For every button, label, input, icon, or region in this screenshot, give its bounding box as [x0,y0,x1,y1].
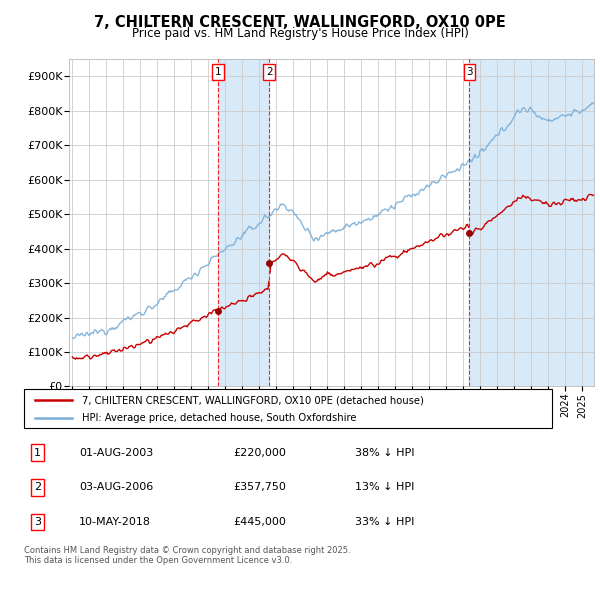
Text: 2: 2 [266,67,272,77]
FancyBboxPatch shape [24,389,552,428]
Text: 3: 3 [34,517,41,527]
Text: 7, CHILTERN CRESCENT, WALLINGFORD, OX10 0PE: 7, CHILTERN CRESCENT, WALLINGFORD, OX10 … [94,15,506,30]
Text: 2: 2 [34,483,41,493]
Text: 10-MAY-2018: 10-MAY-2018 [79,517,151,527]
Text: £357,750: £357,750 [234,483,287,493]
Text: 1: 1 [34,448,41,457]
Bar [218,59,269,386]
Text: 3: 3 [466,67,473,77]
Text: 01-AUG-2003: 01-AUG-2003 [79,448,154,457]
Text: £220,000: £220,000 [234,448,287,457]
Text: Contains HM Land Registry data © Crown copyright and database right 2025.
This d: Contains HM Land Registry data © Crown c… [24,546,350,565]
Text: 38% ↓ HPI: 38% ↓ HPI [355,448,415,457]
Text: 33% ↓ HPI: 33% ↓ HPI [355,517,415,527]
Text: 7, CHILTERN CRESCENT, WALLINGFORD, OX10 0PE (detached house): 7, CHILTERN CRESCENT, WALLINGFORD, OX10 … [82,395,424,405]
Text: HPI: Average price, detached house, South Oxfordshire: HPI: Average price, detached house, Sout… [82,413,356,423]
Text: £445,000: £445,000 [234,517,287,527]
Text: Price paid vs. HM Land Registry's House Price Index (HPI): Price paid vs. HM Land Registry's House … [131,27,469,40]
Text: 03-AUG-2006: 03-AUG-2006 [79,483,154,493]
Text: 13% ↓ HPI: 13% ↓ HPI [355,483,415,493]
Bar [469,59,594,386]
Text: 1: 1 [215,67,221,77]
